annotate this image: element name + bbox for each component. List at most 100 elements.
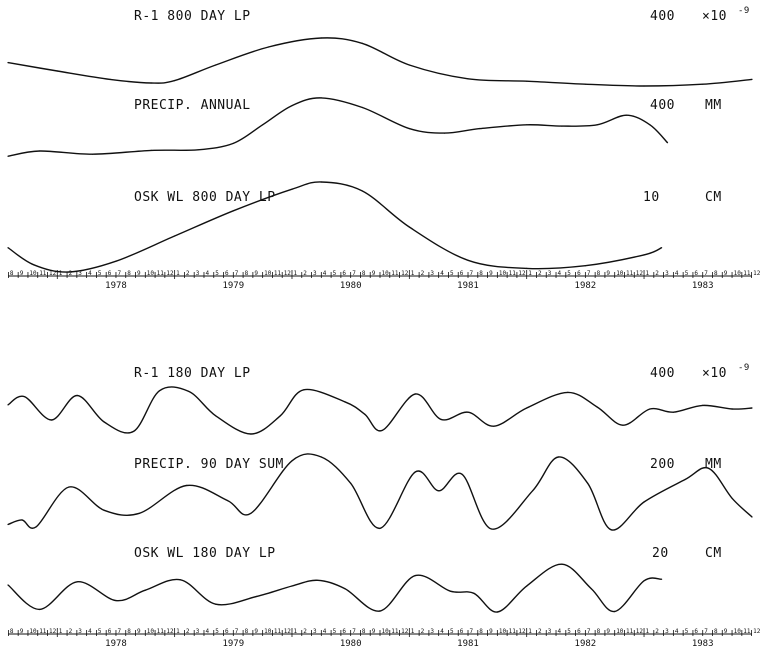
data-point-r-1-800-day-lp xyxy=(215,64,217,66)
data-point-r-1-800-day-lp xyxy=(56,70,58,72)
month-tick-label: 8 xyxy=(714,270,718,277)
data-point-precip-90-day-sum xyxy=(103,509,105,511)
year-tick-label: 1981 xyxy=(457,281,479,291)
data-point-r-1-180-day-lp xyxy=(649,408,651,410)
scale-unit-osk-wl-800-day-lp: CM xyxy=(705,190,722,205)
data-point-osk-wl-180-day-lp xyxy=(115,600,117,602)
month-tick-label: 11 xyxy=(391,628,399,635)
scale-value-osk-wl-180-day-lp: 20 xyxy=(652,546,669,561)
month-tick-label: 9 xyxy=(137,628,141,635)
data-point-osk-wl-180-day-lp xyxy=(291,585,293,587)
month-tick-label: 10 xyxy=(147,628,155,635)
data-point-r-1-180-day-lp xyxy=(344,401,346,403)
data-point-r-1-800-day-lp xyxy=(467,78,469,80)
data-point-r-1-800-day-lp xyxy=(7,62,9,64)
month-tick-label: 10 xyxy=(29,270,37,277)
series-line-osk-wl-180-day-lp xyxy=(7,563,662,613)
year-tick-label: 1978 xyxy=(105,281,127,291)
month-tick-label: 11 xyxy=(626,270,634,277)
data-point-osk-wl-180-day-lp xyxy=(256,595,258,598)
month-tick-label: 2 xyxy=(69,628,73,635)
data-point-osk-wl-180-day-lp xyxy=(215,603,217,605)
data-point-precip-90-day-sum xyxy=(414,471,416,473)
month-tick-label: 4 xyxy=(558,628,562,635)
year-tick-label: 1983 xyxy=(692,281,714,291)
month-tick-label: 1 xyxy=(176,628,180,635)
month-tick-label: 1 xyxy=(59,270,63,277)
month-tick-label: 5 xyxy=(98,628,102,635)
data-point-osk-wl-800-day-lp xyxy=(291,188,293,190)
month-tick-label: 7 xyxy=(118,270,122,277)
month-tick-label: 10 xyxy=(264,628,272,635)
data-point-r-1-800-day-lp xyxy=(174,80,176,82)
month-tick-label: 6 xyxy=(108,628,112,635)
month-tick-label: 7 xyxy=(470,270,474,277)
data-point-osk-wl-800-day-lp xyxy=(361,190,363,192)
month-tick-label: 7 xyxy=(470,628,474,635)
month-tick-label: 6 xyxy=(460,628,464,635)
data-point-precip-annual xyxy=(7,155,9,157)
data-point-precip-annual xyxy=(596,124,598,126)
month-tick-label: 7 xyxy=(704,628,708,635)
month-tick-label: 8 xyxy=(127,628,131,635)
data-point-precip-annual xyxy=(232,142,234,144)
month-tick-label: 3 xyxy=(665,270,669,277)
data-point-r-1-180-day-lp xyxy=(702,404,704,406)
month-tick-label: 11 xyxy=(157,628,165,635)
month-tick-label: 11 xyxy=(391,270,399,277)
data-point-r-1-800-day-lp xyxy=(361,42,363,45)
data-point-osk-wl-180-day-lp xyxy=(661,578,663,580)
month-tick-label: 7 xyxy=(587,270,591,277)
month-tick-label: 3 xyxy=(196,270,200,277)
data-point-osk-wl-180-day-lp xyxy=(379,610,381,612)
month-tick-label: 7 xyxy=(235,270,239,277)
year-tick-label: 1979 xyxy=(222,281,244,291)
month-tick-label: 3 xyxy=(78,628,82,635)
data-point-osk-wl-180-day-lp xyxy=(643,580,645,582)
month-tick-label: 2 xyxy=(303,628,307,635)
month-tick-label: 12 xyxy=(636,628,644,635)
data-point-precip-90-day-sum xyxy=(138,512,140,514)
data-point-precip-90-day-sum xyxy=(643,501,645,503)
month-tick-label: 9 xyxy=(137,270,141,277)
month-tick-label: 2 xyxy=(186,270,190,277)
month-tick-label: 5 xyxy=(215,270,219,277)
month-tick-label: 11 xyxy=(509,270,517,277)
data-point-osk-wl-180-day-lp xyxy=(526,585,528,587)
scale-unit-r-1-180-day-lp: ×10 xyxy=(702,366,727,381)
month-tick-label: 2 xyxy=(421,628,425,635)
month-tick-label: 10 xyxy=(382,270,390,277)
data-point-r-1-180-day-lp xyxy=(381,429,383,431)
data-point-precip-annual xyxy=(262,124,264,126)
year-tick-label: 1981 xyxy=(457,639,479,649)
month-tick-label: 2 xyxy=(655,628,659,635)
month-tick-label: 10 xyxy=(616,270,624,277)
series-label-osk-wl-180-day-lp: OSK WL 180 DAY LP xyxy=(134,546,276,561)
data-point-osk-wl-800-day-lp xyxy=(33,264,35,266)
data-point-osk-wl-180-day-lp xyxy=(39,608,41,611)
data-point-osk-wl-800-day-lp xyxy=(174,235,176,237)
data-point-precip-90-day-sum xyxy=(68,486,70,488)
data-point-osk-wl-180-day-lp xyxy=(76,581,78,583)
data-point-osk-wl-180-day-lp xyxy=(473,592,475,594)
data-point-r-1-800-day-lp xyxy=(702,83,704,85)
month-tick-label: 5 xyxy=(98,270,102,277)
month-tick-label: 4 xyxy=(206,628,210,635)
panel-top: 8 9 10 11 12 1 2 3 4 5 6 7 8 9 10 11 12 1 2 3 4 5 6 7 8 9 10 11 12 1 2… xyxy=(7,6,761,291)
month-tick-label: 10 xyxy=(499,628,507,635)
series-label-r-1-180-day-lp: R-1 180 DAY LP xyxy=(134,366,251,381)
month-tick-label: 8 xyxy=(479,270,483,277)
data-point-r-1-180-day-lp xyxy=(731,408,733,410)
month-tick-label: 6 xyxy=(342,628,346,635)
month-tick-label: 2 xyxy=(655,270,659,277)
month-tick-label: 1 xyxy=(646,628,650,635)
data-point-precip-annual xyxy=(625,114,628,116)
month-tick-label: 11 xyxy=(39,270,47,277)
month-tick-label: 1 xyxy=(411,628,415,635)
month-tick-label: 12 xyxy=(284,270,292,277)
month-tick-label: 4 xyxy=(558,270,562,277)
data-point-r-1-800-day-lp xyxy=(109,78,111,80)
data-point-r-1-180-day-lp xyxy=(158,390,160,392)
data-point-r-1-180-day-lp xyxy=(622,424,624,426)
